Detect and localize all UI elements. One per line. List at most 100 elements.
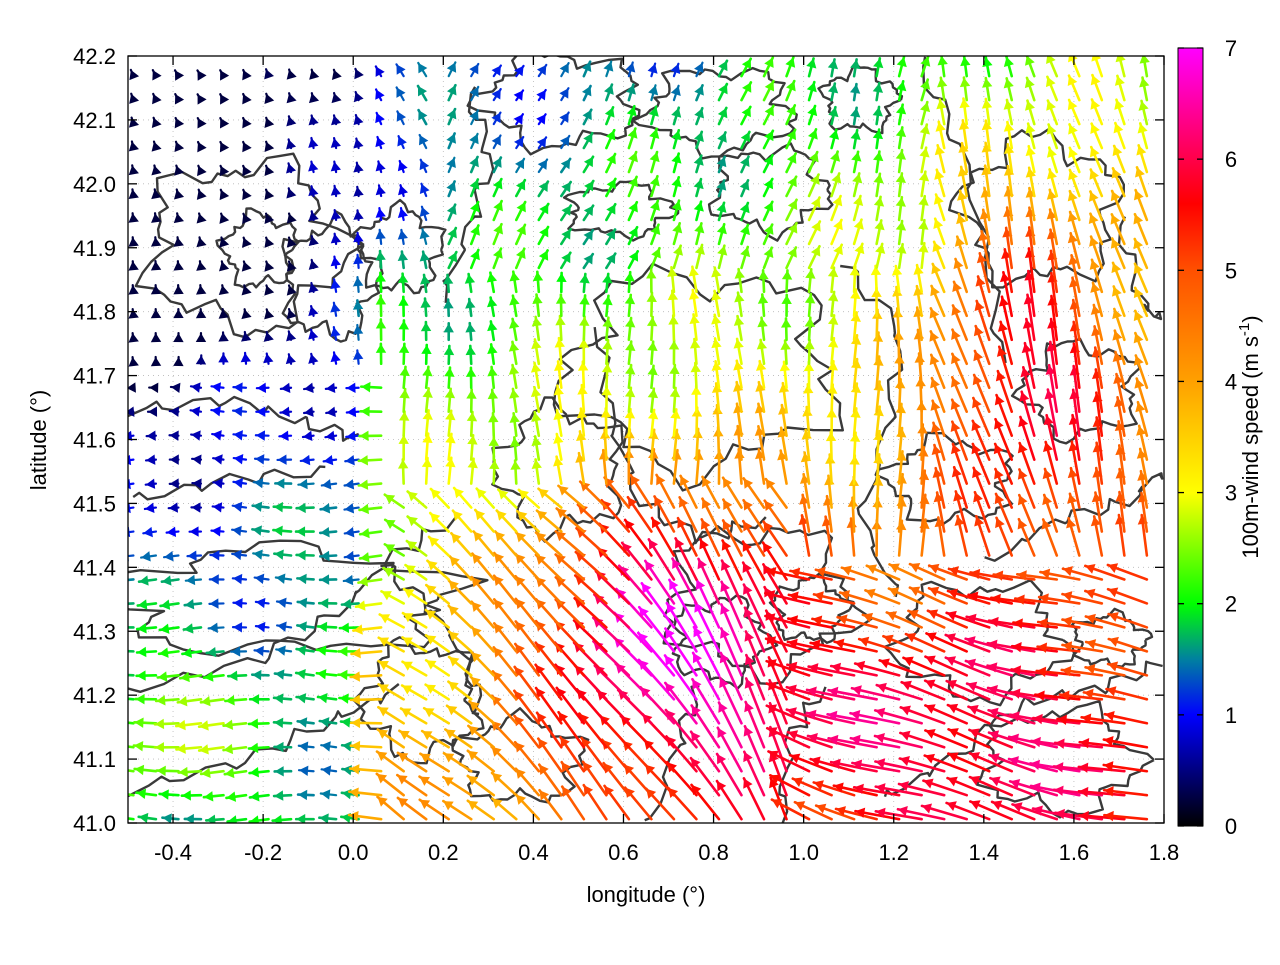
wind-arrow-head — [281, 383, 291, 393]
wind-arrow-head — [780, 341, 790, 350]
wind-arrow-head — [468, 459, 478, 468]
wind-arrow-head — [670, 409, 680, 418]
contour-line — [564, 181, 678, 240]
wind-arrow-head — [717, 246, 727, 256]
wind-arrow-head — [116, 670, 125, 680]
wind-arrow-head — [298, 479, 307, 489]
wind-arrow-head — [298, 790, 307, 800]
wind-arrow-head — [162, 813, 171, 823]
wind-arrow-head — [256, 430, 265, 440]
wind-arrow-head — [286, 163, 296, 173]
wind-arrow-head — [296, 526, 305, 536]
wind-arrow-head — [137, 647, 146, 657]
wind-arrow-head — [802, 430, 812, 440]
wind-arrow-head — [220, 190, 230, 200]
wind-arrow-head — [116, 646, 125, 656]
wind-arrow-head — [197, 70, 206, 80]
wind-arrow-head — [331, 352, 341, 362]
colorbar-tick-label: 0 — [1225, 814, 1237, 839]
wind-arrow-head — [694, 179, 704, 189]
wind-arrow-head — [344, 575, 353, 585]
wind-arrow-head — [264, 142, 274, 152]
y-tick-label: 41.4 — [73, 555, 116, 580]
wind-arrow-head — [828, 338, 838, 347]
wind-arrow-head — [489, 437, 499, 446]
wind-arrow-head — [781, 318, 791, 327]
x-tick-label: 0.0 — [338, 840, 369, 865]
wind-arrow-head — [346, 431, 355, 441]
wind-arrow-head — [128, 237, 138, 246]
wind-arrow-head — [186, 575, 195, 585]
wind-arrow-head — [233, 430, 243, 440]
wind-arrow-head — [224, 720, 234, 730]
x-tick-label: 1.8 — [1149, 840, 1180, 865]
wind-arrow-head — [399, 412, 409, 421]
wind-arrow-head — [740, 247, 750, 257]
wind-arrow-head — [648, 430, 658, 439]
wind-arrow-head — [1116, 52, 1126, 62]
x-tick-label: 0.6 — [608, 840, 639, 865]
wind-arrow-head — [185, 599, 195, 609]
wind-arrow-head — [465, 299, 475, 309]
wind-arrow-head — [278, 455, 287, 465]
wind-arrow-head — [444, 346, 454, 355]
wind-arrow-head — [264, 309, 274, 319]
wind-arrow-head — [873, 356, 883, 365]
wind-arrow-head — [398, 252, 408, 262]
wind-arrow-head — [829, 130, 839, 140]
wind-arrow-head — [900, 756, 910, 766]
wind-arrow-head — [360, 431, 369, 441]
wind-arrow-head — [351, 671, 360, 681]
wind-arrow-head — [309, 70, 319, 80]
wind-arrow-head — [400, 367, 410, 376]
contour-line — [840, 266, 902, 597]
wind-arrow-head — [252, 670, 261, 680]
wind-arrow-head — [780, 362, 790, 371]
colorbar-title: 100m-wind speed (m s-1) — [1236, 315, 1263, 558]
wind-arrow-head — [398, 297, 408, 306]
wind-arrow-head — [510, 437, 520, 446]
x-tick-label: 1.6 — [1059, 840, 1090, 865]
wind-arrow-head — [353, 163, 363, 173]
wind-arrow-head — [781, 295, 791, 304]
colorbar-tick-label: 5 — [1225, 258, 1237, 283]
wind-arrow-head — [114, 717, 124, 727]
wind-arrow-head — [146, 455, 155, 465]
wind-arrow-head — [874, 382, 884, 391]
wind-arrow-head — [148, 406, 157, 416]
wind-arrow-head — [855, 661, 865, 671]
wind-arrow-head — [331, 115, 341, 125]
wind-arrow-head — [156, 695, 165, 705]
wind-arrow-head — [308, 306, 318, 316]
y-tick-label: 42.1 — [73, 108, 116, 133]
wind-arrow-head — [918, 220, 928, 230]
wind-arrow-head — [225, 695, 234, 705]
wind-arrow-head — [361, 382, 370, 392]
wind-arrow-shaft — [119, 556, 133, 557]
wind-arrow-head — [875, 708, 885, 718]
wind-arrow-head — [129, 333, 139, 343]
wind-arrow-head — [896, 497, 906, 506]
wind-arrow-head — [353, 210, 363, 220]
wind-arrow-head — [376, 296, 386, 305]
wind-arrow-head — [824, 476, 834, 485]
contour-line — [128, 397, 359, 441]
wind-arrow-head — [757, 318, 767, 328]
wind-arrow-head — [197, 118, 206, 128]
wind-arrow-head — [766, 479, 775, 489]
wind-arrow-head — [242, 166, 251, 176]
wind-arrow-head — [1043, 442, 1053, 452]
wind-arrow-head — [670, 388, 680, 397]
wind-arrow-head — [151, 333, 161, 342]
wind-arrow-head — [625, 295, 635, 304]
wind-arrow-head — [204, 791, 213, 801]
wind-arrow-head — [536, 114, 545, 124]
wind-arrow-head — [602, 340, 612, 349]
wind-arrow-head — [190, 526, 199, 536]
wind-arrow-head — [170, 454, 179, 464]
wind-arrow-head — [625, 365, 635, 374]
wind-arrow-head — [321, 789, 331, 799]
wind-arrow-head — [174, 142, 184, 152]
wind-arrow-head — [265, 166, 275, 176]
colorbar-tick-label: 2 — [1225, 592, 1237, 617]
